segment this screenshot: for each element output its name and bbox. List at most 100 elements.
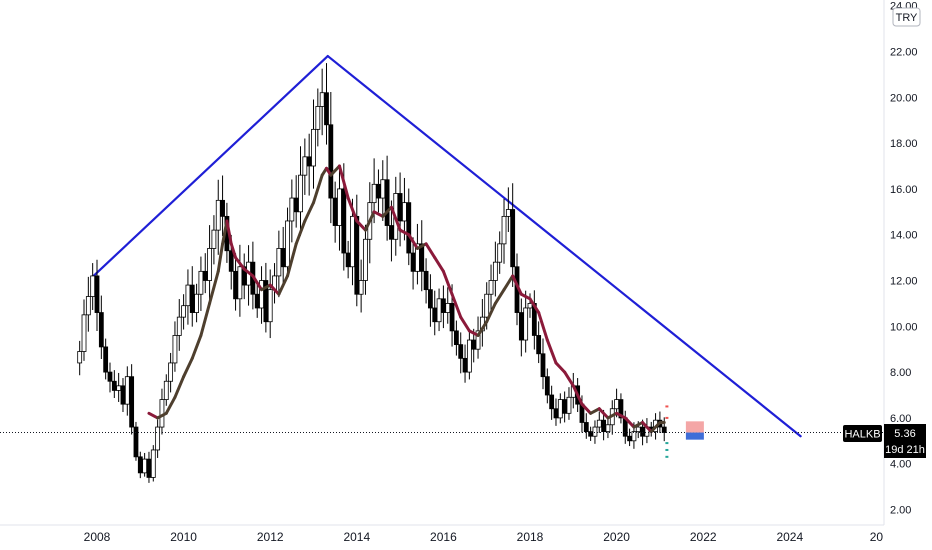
- forecast-marker-down: [665, 455, 669, 458]
- ma-segment: [537, 311, 549, 342]
- candle-body: [155, 426, 161, 451]
- candle-body: [497, 243, 503, 263]
- candle-body: [384, 179, 390, 226]
- ma-segment: [641, 420, 653, 434]
- candle-body: [640, 426, 645, 437]
- candle-body: [466, 339, 472, 373]
- ma-segment: [459, 315, 471, 333]
- candle-body: [137, 456, 143, 474]
- candle-body: [189, 284, 195, 313]
- candle-body: [588, 431, 594, 437]
- candle-body: [371, 183, 377, 204]
- candle-body: [345, 252, 351, 268]
- y-tick-label: 4.00: [890, 459, 911, 471]
- y-tick-label: 14.00: [890, 230, 918, 242]
- candle-body: [449, 302, 455, 332]
- ma-segment: [511, 274, 523, 296]
- ma-segment: [312, 173, 324, 205]
- ma-segment: [234, 256, 246, 271]
- candle-body: [627, 435, 632, 442]
- forecast-upper-box: [685, 421, 704, 433]
- ma-segment: [286, 242, 298, 278]
- ma-segment: [303, 201, 315, 223]
- candle-body: [220, 199, 225, 217]
- y-tick-label: 22.00: [890, 47, 918, 59]
- candle-body: [302, 156, 308, 176]
- ma-segment: [268, 283, 281, 296]
- candle-body: [254, 293, 260, 309]
- ma-segment: [355, 219, 367, 232]
- candle-body: [146, 458, 152, 478]
- trendline[interactable]: [92, 54, 329, 278]
- x-tick-label: 2012: [257, 530, 284, 544]
- candle-body: [120, 385, 126, 405]
- candle-body: [81, 314, 87, 352]
- candle-body: [510, 209, 516, 268]
- candle-body: [315, 106, 321, 130]
- ma-segment: [571, 384, 584, 406]
- time-axis[interactable]: 2008 2010 2012 2014 2016 2018 2020 2022 2024 20: [84, 530, 884, 544]
- x-tick-label: 2014: [343, 530, 370, 544]
- ma-segment: [156, 411, 168, 420]
- ma-segment: [381, 205, 393, 218]
- candle-body: [440, 298, 446, 313]
- last-price-label: 5.36: [894, 428, 915, 440]
- candle-body: [124, 376, 130, 405]
- ma-segment: [589, 407, 601, 415]
- trendline[interactable]: [326, 54, 802, 438]
- candle-body: [544, 376, 550, 396]
- candle-body: [233, 270, 238, 300]
- forecast-marker-down: [665, 448, 669, 451]
- ma-segment: [407, 233, 419, 250]
- ma-segment: [294, 219, 307, 246]
- candle-body: [410, 252, 416, 272]
- candle-body: [445, 302, 451, 313]
- candle-body: [328, 124, 334, 199]
- ma-segment: [519, 292, 532, 301]
- candle-body: [484, 293, 490, 318]
- candle-body: [176, 316, 182, 336]
- candle-body: [194, 293, 199, 313]
- candle-body: [311, 128, 316, 167]
- candle-body: [85, 296, 91, 316]
- symbol-price-label[interactable]: HALKB 5.36 19d 21h: [843, 424, 926, 458]
- price-axis[interactable]: 24.0022.0020.0018.0016.0014.0012.0010.00…: [890, 1, 918, 517]
- candle-body: [562, 399, 568, 414]
- candle-body: [276, 248, 282, 277]
- ma-segment: [389, 205, 402, 232]
- candle-body: [259, 280, 264, 309]
- y-tick-label: 16.00: [890, 184, 918, 196]
- candle-body: [436, 298, 442, 323]
- moving-average: [147, 164, 666, 434]
- candle-body: [103, 346, 109, 373]
- x-tick-label: 2016: [430, 530, 457, 544]
- candle-body: [596, 419, 602, 428]
- forecast-marker-up: [665, 416, 669, 419]
- x-tick-label: 20: [870, 530, 884, 544]
- ma-segment: [606, 411, 619, 420]
- ma-segment: [242, 267, 255, 278]
- y-tick-label: 10.00: [890, 321, 918, 333]
- y-tick-label: 18.00: [890, 138, 918, 150]
- candle-body: [492, 261, 498, 281]
- x-tick-label: 2024: [776, 530, 803, 544]
- candles: [77, 63, 667, 483]
- ma-segment: [563, 370, 575, 388]
- countdown-label: 19d 21h: [885, 444, 925, 456]
- ma-segment: [632, 420, 645, 429]
- candle-body: [111, 380, 117, 391]
- ma-segment: [580, 402, 593, 415]
- x-tick-label: 2018: [517, 530, 544, 544]
- candle-body: [280, 248, 286, 268]
- candle-body: [389, 225, 394, 240]
- ma-segment: [147, 411, 160, 420]
- ma-segment: [346, 196, 359, 223]
- y-tick-label: 6.00: [890, 413, 911, 425]
- candle-body: [354, 215, 360, 295]
- candle-body: [228, 250, 234, 272]
- x-tick-label: 2020: [603, 530, 630, 544]
- ma-segment: [216, 242, 225, 273]
- candle-body: [631, 431, 637, 442]
- candle-body: [618, 399, 624, 419]
